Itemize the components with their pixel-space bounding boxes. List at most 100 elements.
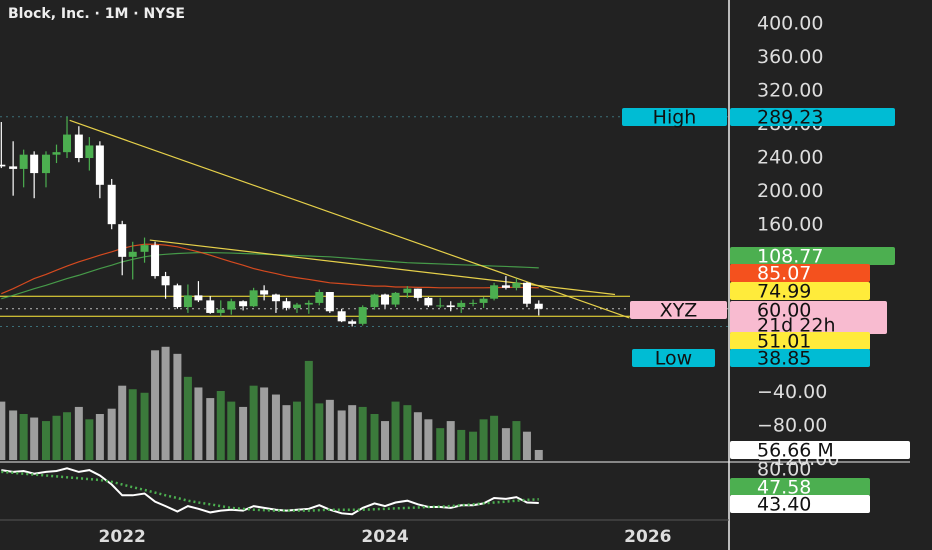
oscillator-tick-label: 80.00 [757,459,811,481]
volume-bar [391,401,400,460]
volume-bar [19,414,28,460]
volume-bar [118,385,127,460]
candle-body [95,145,104,185]
volume-bar [490,415,499,460]
low-name: Low [655,348,692,370]
high-name: High [653,107,697,129]
candle-body [469,302,478,304]
ma-value-box [730,247,895,265]
candle-body [348,321,357,324]
oscillator-value-box [730,478,870,496]
trend-line [149,239,616,296]
candle-body [292,304,301,308]
candle-body [9,166,18,169]
candle-body [479,298,488,303]
candle-body [74,134,83,159]
volume-bar [173,353,182,460]
candle-body [522,282,531,304]
candle-body [490,285,499,299]
y-tick-label: 160.00 [757,214,823,236]
y-tick-label: −80.00 [757,414,827,436]
volume-bar [30,417,39,460]
last-name-box [630,301,727,319]
candle-body [457,302,466,308]
volume-bar [9,410,18,460]
candle-body [19,154,28,169]
candle-body [63,134,72,153]
volume-bar [216,391,225,460]
candle-body [161,276,170,286]
candle-body [403,288,412,293]
high-name-box [622,108,727,126]
candle-body [216,309,225,313]
y-tick-label: 400.00 [757,13,823,35]
volume-bar [140,392,149,460]
candle-body [107,184,116,225]
candle-body [325,292,334,312]
volume-bar [282,405,291,460]
volume-bar [469,431,478,460]
oscillator-value-box [730,495,870,513]
volume-bar [128,389,137,460]
candle-body [239,301,248,307]
volume-bar [239,406,248,460]
chart-title: Block, Inc. · 1M · NYSE [8,6,185,22]
volume-bar [41,421,50,460]
candle-body [194,295,203,301]
low-value-box [730,349,870,367]
candle-body [206,300,215,313]
candle-body [183,295,192,308]
ma-value: 108.77 [757,246,823,268]
volume-bar [161,346,170,460]
volume-bar [0,401,6,460]
candle-body [30,154,39,174]
candle-body [151,245,160,277]
volume-bar [479,419,488,460]
volume-bar [206,398,215,460]
volume-value-box [730,441,910,459]
last-value: 60.00 [757,300,811,322]
candle-body [446,305,455,308]
volume-bar [501,428,510,460]
candle-body [52,152,61,155]
volume-value: 56.66 M [757,440,834,462]
volume-bar [107,408,116,460]
volume-bar [534,449,543,460]
candle-body [140,245,149,252]
volume-bar [348,405,357,460]
oscillator-line [1,467,539,516]
candle-body [501,285,510,288]
volume-bar [424,419,433,460]
volume-bar [194,387,203,460]
level-value: 74.99 [757,281,811,303]
candle-body [337,311,346,322]
volume-bar [315,403,324,460]
volume-bar [370,414,379,460]
volume-bar [249,385,258,460]
candle-body [0,164,6,167]
oscillator-value: 47.58 [757,477,811,499]
level-value-box [730,282,870,300]
last-name: XYZ [660,300,698,322]
volume-bar [436,428,445,460]
volume-bar [337,410,346,460]
high-value-box [730,108,895,126]
candle-body [424,297,433,306]
volume-bar [413,412,422,460]
y-tick-label: 240.00 [757,147,823,169]
last-box [730,301,887,334]
candle-body [41,154,50,174]
candle-body [534,303,543,309]
high-value: 289.23 [757,107,823,129]
oscillator-line [1,470,539,512]
candle-body [173,285,182,308]
volume-bar [63,412,72,460]
candle-body [315,292,324,303]
volume-bar [151,350,160,460]
candle-body [271,294,280,302]
volume-bar [522,431,531,460]
plot [0,116,729,516]
volume-bar [446,421,455,460]
ma-value-box [730,264,870,282]
